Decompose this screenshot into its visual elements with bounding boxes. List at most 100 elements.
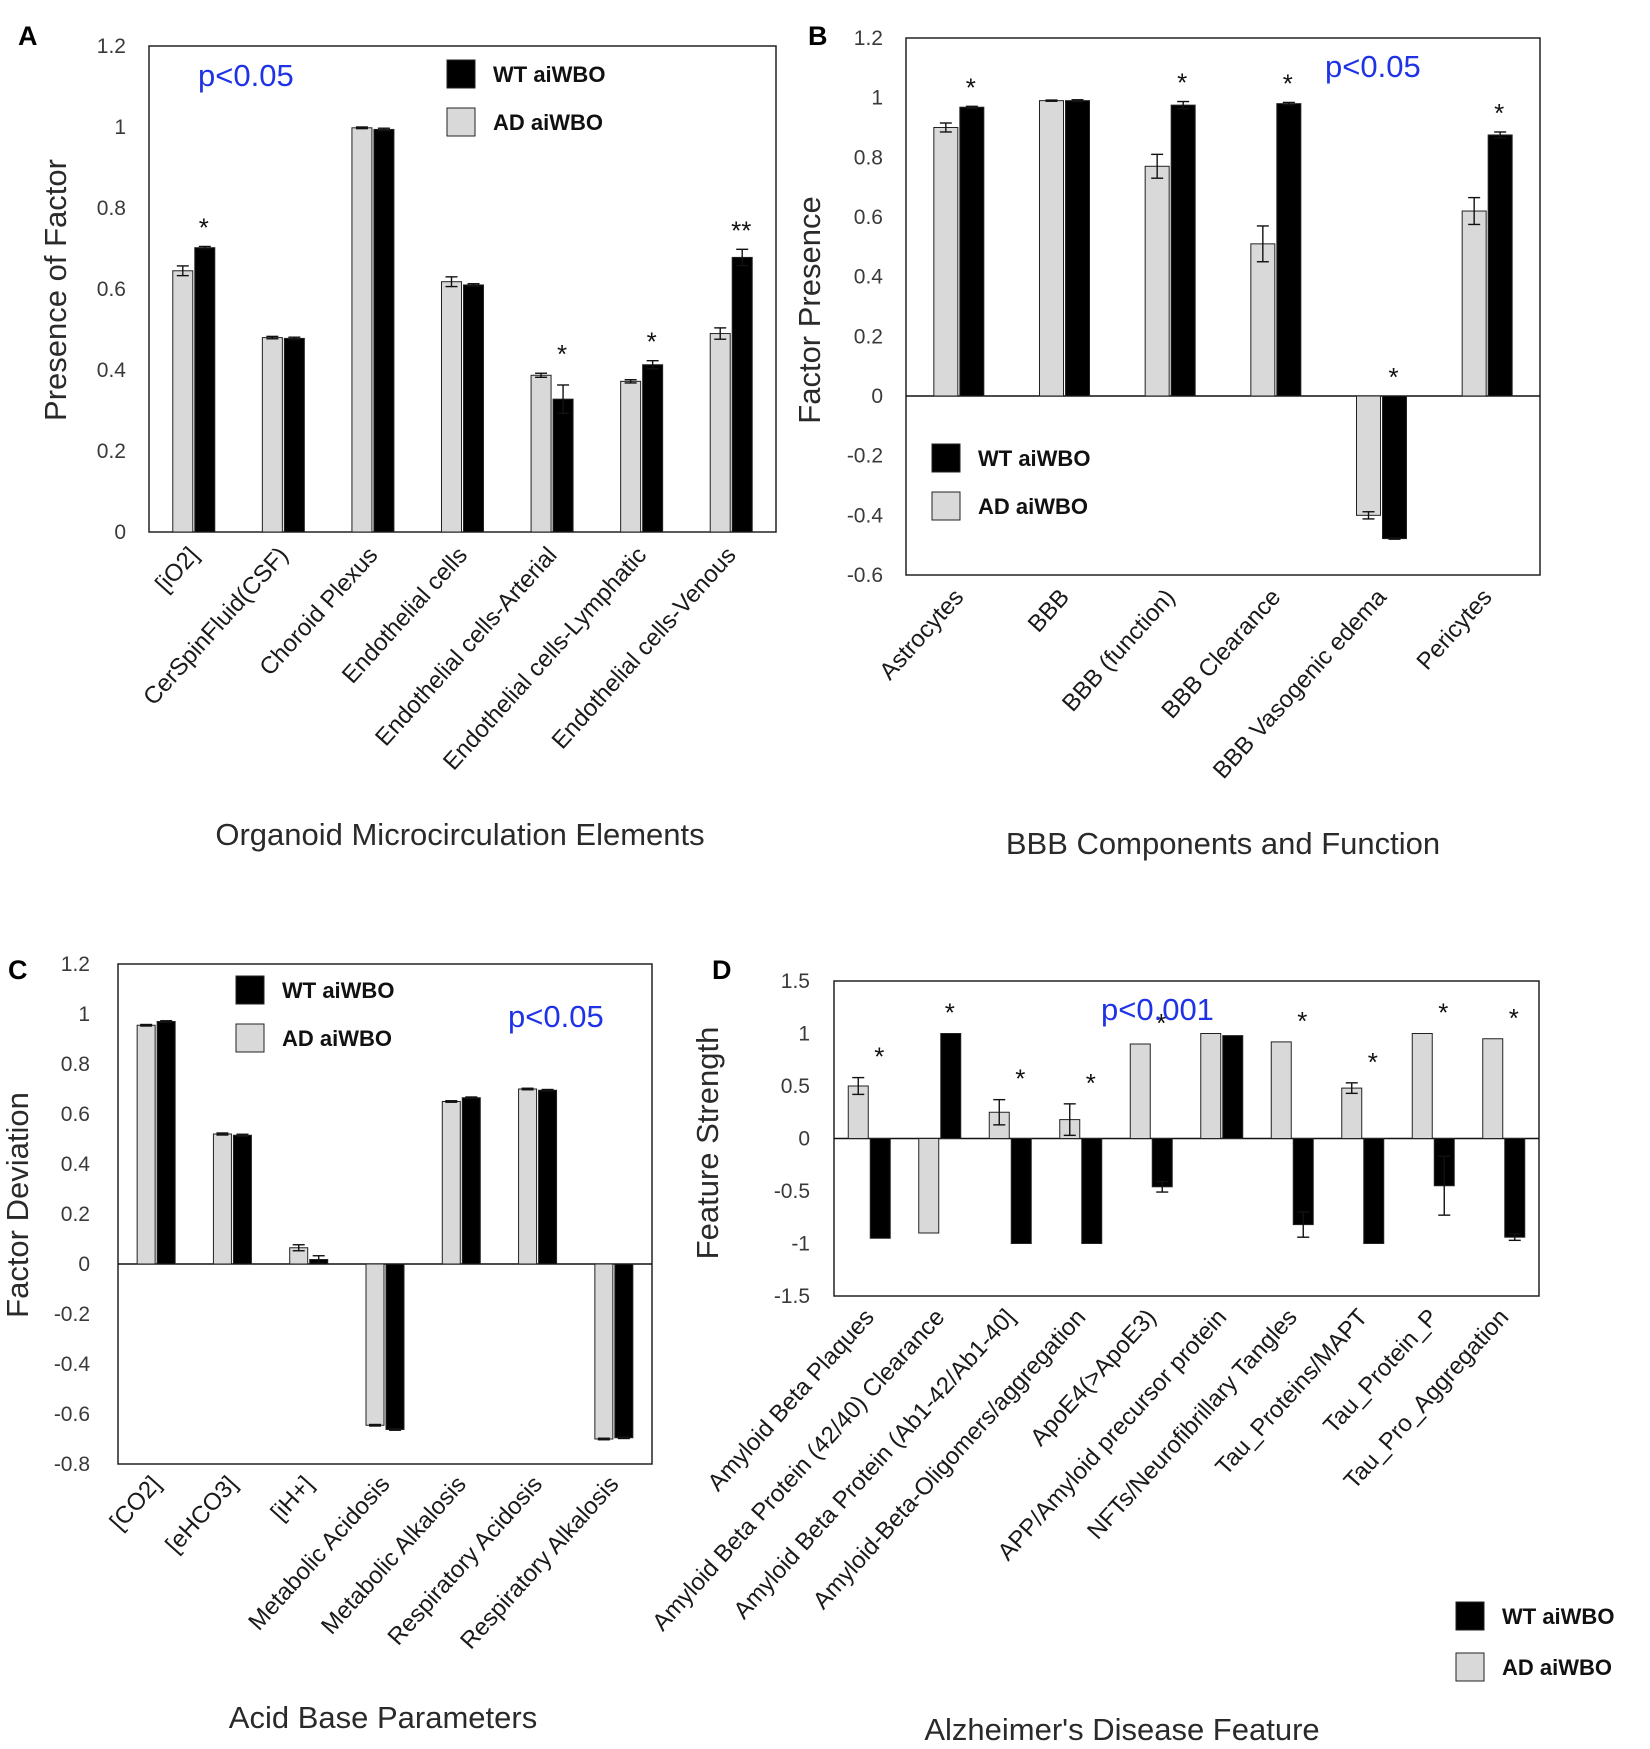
bar-wt: [614, 1263, 634, 1439]
y-axis-label: Factor Deviation: [0, 1092, 35, 1318]
bar-ad: [1250, 243, 1276, 397]
y-tick-label: 0.2: [97, 440, 126, 463]
bar-ad: [594, 1263, 614, 1440]
bar-ad: [1144, 165, 1170, 397]
category-label: Pericytes: [1412, 584, 1498, 675]
p-value-label: p<0.05: [1325, 49, 1421, 84]
bar-wt: [1065, 100, 1090, 397]
category-label: BBB (function): [1057, 584, 1181, 717]
bar-wt: [1487, 134, 1513, 397]
legend-swatch: [931, 443, 961, 473]
significance-marker: **: [731, 215, 751, 245]
bar-wt: [552, 398, 574, 533]
legend-swatch: [1455, 1601, 1485, 1631]
legend-label: AD aiWBO: [493, 110, 603, 135]
x-axis-title: Organoid Microcirculation Elements: [215, 817, 704, 852]
bar-ad: [441, 1101, 461, 1265]
significance-marker: *: [1156, 1008, 1166, 1038]
category-label: [iH+]: [266, 1471, 320, 1526]
significance-marker: *: [557, 339, 567, 369]
bar-ad: [365, 1263, 385, 1426]
bar-wt: [232, 1134, 252, 1265]
bar-wt: [156, 1021, 176, 1265]
y-tick-label: 1: [798, 1023, 810, 1046]
x-axis-title: BBB Components and Function: [1006, 826, 1440, 861]
y-tick-label: 1: [78, 1003, 90, 1026]
y-tick-label: 1: [114, 116, 126, 139]
legend-swatch: [446, 107, 476, 137]
legend-swatch: [1455, 1652, 1485, 1682]
category-label: ApoE4(>ApoE3): [1025, 1304, 1162, 1451]
y-axis-label: Factor Presence: [792, 196, 827, 423]
category-label: Endothelial cells-Arterial: [370, 542, 562, 751]
legend-label: AD aiWBO: [1502, 1655, 1612, 1680]
significance-marker: *: [1283, 68, 1293, 98]
y-tick-label: 0.6: [97, 278, 126, 301]
y-tick-label: 0.4: [854, 266, 884, 289]
y-tick-label: 0: [78, 1253, 90, 1276]
category-label: Amyloid Beta Protein (42/40) Clearance: [647, 1304, 950, 1636]
y-tick-label: 0.8: [61, 1053, 90, 1076]
significance-marker: *: [1509, 1003, 1519, 1033]
significance-marker: *: [1086, 1068, 1096, 1098]
panel-letter: C: [8, 955, 28, 985]
bar-ad: [1039, 100, 1064, 397]
legend: WT aiWBO AD aiWBO: [1455, 1601, 1614, 1682]
bar-wt: [463, 284, 484, 533]
y-tick-label: -1.5: [774, 1285, 810, 1308]
y-tick-label: 1.2: [61, 953, 90, 976]
y-tick-label: 0.5: [781, 1075, 810, 1098]
significance-marker: *: [1297, 1006, 1307, 1036]
bar-wt: [1081, 1138, 1103, 1244]
legend-label: WT aiWBO: [1502, 1604, 1614, 1629]
y-axis-label: Feature Strength: [690, 1027, 725, 1260]
bar-ad: [1200, 1033, 1222, 1139]
bar-ad: [709, 333, 731, 533]
legend: WT aiWBO AD aiWBO: [446, 59, 605, 137]
plot-frame: [117, 963, 653, 1465]
bar-wt: [1222, 1035, 1244, 1139]
p-value-label: p<0.001: [1101, 992, 1214, 1027]
y-tick-label: -1: [791, 1233, 810, 1256]
bar-ad: [918, 1138, 940, 1234]
significance-marker: *: [966, 72, 976, 102]
panel-letter: B: [808, 21, 828, 51]
y-tick-label: 0.4: [97, 359, 127, 382]
y-tick-label: 0.6: [854, 206, 883, 229]
bar-wt: [373, 128, 395, 533]
bar-wt: [1151, 1138, 1173, 1188]
bar-ad: [1129, 1043, 1151, 1139]
y-tick-label: 1.5: [781, 970, 810, 993]
bar-ad: [1270, 1041, 1292, 1140]
panel-c: C -0.8 -0.6 -0.4 -0.2 0 0.2 0.4 0.6 0.8 1 1.2 Factor…: [0, 953, 653, 1735]
bar-ad: [1411, 1033, 1433, 1139]
category-label: BBB: [1023, 584, 1075, 638]
legend-label: AD aiWBO: [978, 494, 1088, 519]
bar-ad: [172, 270, 194, 533]
bars: [136, 1020, 634, 1441]
bar-wt: [959, 106, 985, 397]
legend-swatch: [931, 491, 961, 521]
legend-label: WT aiWBO: [978, 446, 1090, 471]
bar-ad: [212, 1133, 232, 1265]
significance-marker: *: [874, 1042, 884, 1072]
legend: WT aiWBO AD aiWBO: [235, 975, 394, 1053]
x-axis-title: Alzheimer's Disease Feature: [924, 1712, 1319, 1747]
significance-marker: *: [1388, 362, 1398, 392]
plot-frame: [905, 37, 1541, 576]
significance-marker: *: [1494, 98, 1504, 128]
bar-wt: [1363, 1138, 1385, 1244]
y-tick-label: 1.2: [97, 35, 126, 58]
legend: WT aiWBO AD aiWBO: [931, 443, 1090, 521]
bars: * * * * *: [933, 68, 1513, 540]
legend-label: WT aiWBO: [282, 978, 394, 1003]
bar-wt: [283, 337, 305, 533]
y-tick-label: -0.4: [847, 504, 884, 527]
bar-ad: [351, 127, 373, 533]
legend-swatch: [235, 1023, 265, 1053]
panel-letter: D: [712, 955, 732, 985]
bar-wt: [1382, 395, 1407, 540]
legend-swatch: [235, 975, 265, 1005]
